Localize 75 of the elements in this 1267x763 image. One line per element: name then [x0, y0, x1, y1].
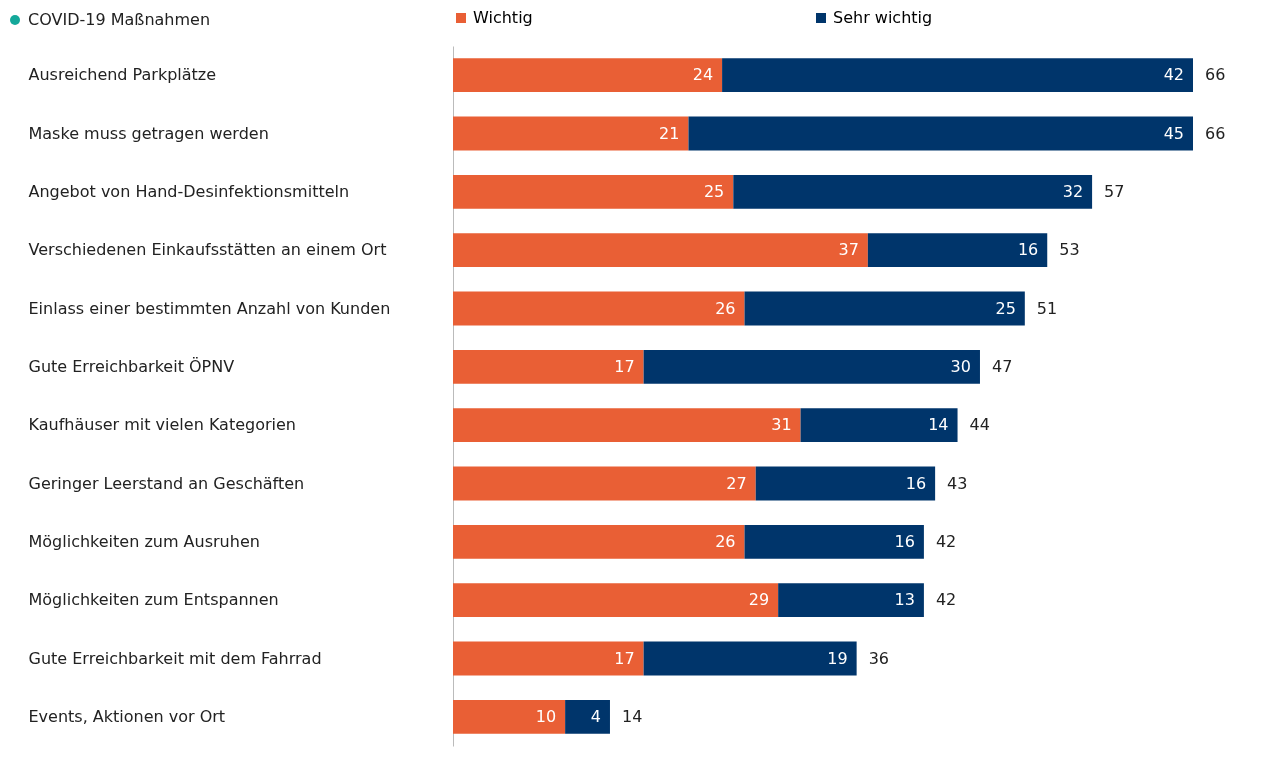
bar: [733, 174, 1093, 209]
data-label: 16: [1017, 240, 1039, 260]
data-label: 26: [715, 531, 736, 551]
data-label: 19: [827, 648, 848, 668]
data-label: 26: [715, 298, 736, 318]
y-tick-label: Verschiedenen Einkaufsstätten an einem Ort: [28, 240, 387, 260]
bar: [867, 233, 1048, 268]
bar: [453, 524, 745, 559]
data-label: 13: [894, 590, 915, 610]
total-label: 43: [947, 473, 968, 493]
total-label: 66: [1205, 123, 1226, 143]
legend-label: Wichtig: [473, 8, 533, 27]
data-label: 4: [590, 706, 601, 726]
bar: [453, 408, 801, 443]
data-label: 25: [703, 181, 725, 201]
data-label: 30: [950, 356, 971, 376]
data-label: 16: [894, 531, 915, 551]
data-label: 24: [692, 65, 714, 85]
data-label: 10: [535, 706, 557, 726]
bar: [453, 466, 756, 501]
total-label: 53: [1059, 240, 1080, 260]
data-label: 17: [614, 648, 635, 668]
total-label: 44: [969, 415, 990, 435]
bar: [453, 174, 734, 209]
data-label: 17: [614, 356, 635, 376]
text: COVID-19 Maßnahmen: [28, 10, 211, 29]
data-label: 37: [838, 240, 859, 260]
bar: [565, 699, 610, 734]
bar: [800, 408, 958, 443]
total-label: 51: [1036, 298, 1058, 318]
bar: [744, 291, 1025, 326]
y-tick-label: Ausreichend Parkplätze: [28, 65, 217, 85]
total-label: 66: [1205, 65, 1226, 85]
y-tick-label: Angebot von Hand-Desinfektionsmitteln: [28, 181, 350, 201]
y-tick-label: Möglichkeiten zum Entspannen: [28, 590, 279, 610]
bar: [643, 641, 857, 676]
data-label: 16: [905, 473, 927, 493]
data-label: 32: [1062, 181, 1084, 201]
total-label: 42: [935, 531, 957, 551]
bar: [453, 291, 745, 326]
data-label: 14: [928, 415, 949, 435]
bar: [643, 349, 980, 384]
y-tick-label: Events, Aktionen vor Ort: [28, 706, 226, 726]
y-tick-label: Gute Erreichbarkeit mit dem Fahrrad: [28, 648, 322, 668]
bar: [453, 349, 644, 384]
total-label: 47: [991, 356, 1013, 376]
bar: [755, 466, 936, 501]
total-label: 36: [868, 648, 889, 668]
data-label: 45: [1163, 123, 1184, 143]
bar: [722, 58, 1193, 93]
data-label: 42: [1163, 65, 1184, 85]
y-tick-label: Gute Erreichbarkeit ÖPNV: [28, 356, 235, 376]
y-tick-label: Einlass einer bestimmten Anzahl von Kunden: [28, 298, 391, 318]
bar: [453, 58, 723, 93]
total-label: 42: [935, 590, 957, 610]
bar: [453, 116, 689, 151]
y-tick-label: Maske muss getragen werden: [28, 123, 269, 143]
bar: [453, 233, 868, 268]
total-label: 14: [621, 706, 643, 726]
bar: [453, 641, 644, 676]
data-label: 29: [748, 590, 770, 610]
data-label: 31: [771, 415, 792, 435]
bar: [453, 699, 566, 734]
bar: [453, 583, 779, 618]
total-label: 57: [1104, 181, 1125, 201]
y-tick-label: Möglichkeiten zum Ausruhen: [28, 531, 260, 551]
bar: [688, 116, 1193, 151]
legend-label: Sehr wichtig: [833, 8, 933, 27]
bar: [744, 524, 924, 559]
bar: [778, 583, 924, 618]
data-label: 25: [995, 298, 1016, 318]
y-tick-label: Kaufhäuser mit vielen Kategorien: [28, 415, 296, 435]
y-tick-label: Geringer Leerstand an Geschäften: [28, 473, 305, 493]
data-label: 27: [726, 473, 747, 493]
data-label: 21: [659, 123, 680, 143]
